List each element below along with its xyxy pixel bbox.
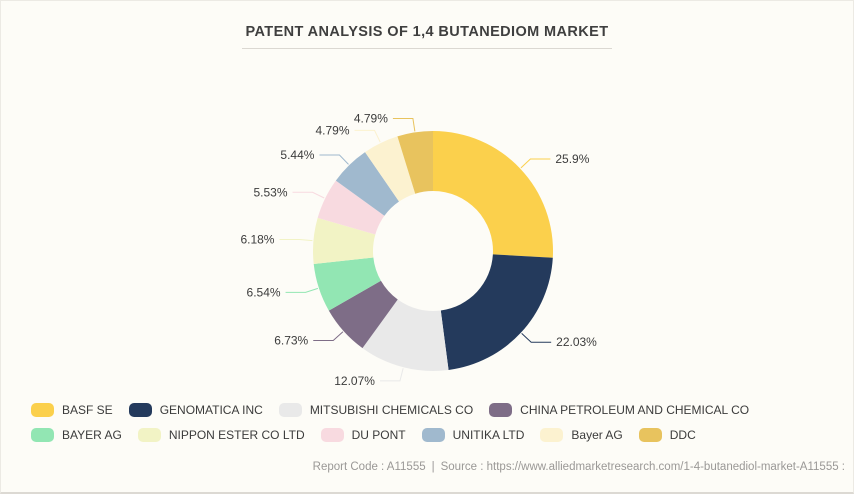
legend-swatch-bayer-ag xyxy=(31,428,54,442)
pie-slice-bayer-ag[interactable] xyxy=(365,136,416,202)
legend-label-mitsubishi-chemicals-co: MITSUBISHI CHEMICALS CO xyxy=(309,403,474,417)
pie-slice-nippon-ester-co-ltd[interactable] xyxy=(313,217,376,265)
slice-value-label-china-petroleum-and-chemical-co: 6.73% xyxy=(274,333,308,347)
legend-swatch-du-pont xyxy=(320,428,344,442)
footer-separator: | xyxy=(431,461,435,473)
legend-item-basf-se[interactable]: BASF SE xyxy=(31,403,113,417)
legend-item-bayer-ag[interactable]: BAYER AG xyxy=(31,428,122,442)
slice-value-label-nippon-ester-co-ltd: 6.18% xyxy=(240,233,274,247)
legend-label-bayer-ag: BAYER AG xyxy=(62,428,122,442)
pie-slice-basf-se[interactable] xyxy=(433,131,554,258)
footer-note: Report Code : A11555 | Source : https://ww… xyxy=(313,461,845,473)
slice-value-label-basf-se: 25.9% xyxy=(555,152,589,166)
legend-item-genomatica-inc[interactable]: GENOMATICA INC xyxy=(128,403,263,417)
slice-value-label-du-pont: 5.53% xyxy=(253,185,287,199)
legend-label-ddc: DDC xyxy=(669,428,696,442)
legend: BASF SE GENOMATICA INC MITSUBISHI CHEMICAL… xyxy=(31,403,841,442)
source-link[interactable]: Source : https://www.alliedmarketresearc… xyxy=(440,461,845,473)
chart-title: PATENT ANALYSIS OF 1,4 BUTANEDIOM MARKET xyxy=(241,24,613,49)
report-code: Report Code : A11555 xyxy=(312,461,426,473)
legend-item-ddc[interactable]: DDC xyxy=(638,428,696,442)
legend-item-china-petroleum-and-chemical-co[interactable]: CHINA PETROLEUM AND CHEMICAL CO xyxy=(489,403,749,417)
pie-slice-china-petroleum-and-chemical-co[interactable] xyxy=(328,280,398,349)
legend-item-mitsubishi-chemicals-co[interactable]: MITSUBISHI CHEMICALS CO xyxy=(278,403,474,417)
legend-label-bayer-ag: Bayer AG xyxy=(571,428,623,442)
legend-swatch-ddc xyxy=(638,428,662,442)
label-line-du-pont xyxy=(292,191,325,199)
legend-item-unitika-ltd[interactable]: UNITIKA LTD xyxy=(421,428,525,442)
label-line-nippon-ester-co-ltd xyxy=(279,239,313,242)
chart-header: PATENT ANALYSIS OF 1,4 BUTANEDIOM MARKET xyxy=(1,23,853,49)
label-line-unitika-ltd xyxy=(319,154,349,165)
slice-value-label-mitsubishi-chemicals-co: 12.07% xyxy=(334,374,375,388)
pie-slice-ddc[interactable] xyxy=(397,131,433,194)
label-line-mitsubishi-chemicals-co xyxy=(379,368,404,382)
legend-swatch-nippon-ester-co-ltd xyxy=(137,428,161,442)
legend-label-genomatica-inc: GENOMATICA INC xyxy=(159,403,263,417)
legend-label-china-petroleum-and-chemical-co: CHINA PETROLEUM AND CHEMICAL CO xyxy=(520,403,750,417)
legend-label-du-pont: DU PONT xyxy=(351,428,406,442)
label-line-basf-se xyxy=(520,158,551,169)
legend-swatch-unitika-ltd xyxy=(421,428,445,442)
legend-label-nippon-ester-co-ltd: NIPPON ESTER CO LTD xyxy=(168,428,305,442)
slice-value-label-bayer-ag: 4.79% xyxy=(316,123,350,137)
label-line-bayer-ag xyxy=(285,287,319,293)
legend-swatch-mitsubishi-chemicals-co xyxy=(278,403,302,417)
legend-swatch-bayer-ag xyxy=(540,428,564,442)
label-line-china-petroleum-and-chemical-co xyxy=(313,331,344,341)
pie-slice-mitsubishi-chemicals-co[interactable] xyxy=(362,299,449,372)
legend-item-bayer-ag[interactable]: Bayer AG xyxy=(540,428,623,442)
legend-label-unitika-ltd: UNITIKA LTD xyxy=(452,428,525,442)
label-line-genomatica-inc xyxy=(521,332,552,343)
pie-slice-bayer-ag[interactable] xyxy=(313,257,381,311)
pie-slice-unitika-ltd[interactable] xyxy=(335,152,400,216)
legend-item-du-pont[interactable]: DU PONT xyxy=(320,428,406,442)
legend-swatch-china-petroleum-and-chemical-co xyxy=(489,403,513,417)
slice-value-label-bayer-ag: 6.54% xyxy=(247,285,281,299)
slice-value-label-ddc: 4.79% xyxy=(354,112,388,126)
legend-swatch-basf-se xyxy=(31,403,54,417)
legend-swatch-genomatica-inc xyxy=(128,403,152,417)
pie-slice-du-pont[interactable] xyxy=(317,180,385,235)
slice-value-label-unitika-ltd: 5.44% xyxy=(280,148,314,162)
pie-slice-genomatica-inc[interactable] xyxy=(440,254,553,370)
legend-item-nippon-ester-co-ltd[interactable]: NIPPON ESTER CO LTD xyxy=(137,428,305,442)
legend-label-basf-se: BASF SE xyxy=(62,403,113,417)
label-line-bayer-ag xyxy=(354,129,381,143)
label-line-ddc xyxy=(392,118,416,132)
slice-value-label-genomatica-inc: 22.03% xyxy=(556,335,597,349)
